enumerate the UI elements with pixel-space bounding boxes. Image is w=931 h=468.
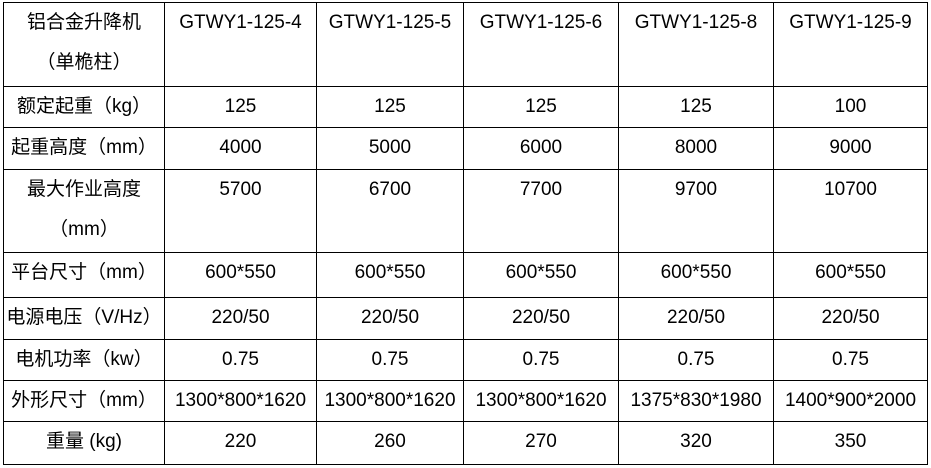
spec-label-weight: 重量 (kg) xyxy=(3,421,165,465)
table-row-platform-size: 平台尺寸（mm） 600*550 600*550 600*550 600*550… xyxy=(3,252,928,298)
spec-value-cell: 1300*800*1620 xyxy=(463,380,619,422)
model-header-cell: GTWY1-125-4 xyxy=(164,2,317,87)
spec-value-cell: 125 xyxy=(164,86,317,128)
spec-value-cell: 5700 xyxy=(164,169,317,253)
spec-label-lifting-height: 起重高度（mm） xyxy=(3,127,165,170)
spec-value-cell: 600*550 xyxy=(316,252,464,298)
spec-value-cell: 125 xyxy=(463,86,619,128)
table-row-power-voltage: 电源电压（V/Hz） 220/50 220/50 220/50 220/50 2… xyxy=(3,297,928,340)
spec-value-cell: 350 xyxy=(773,421,928,465)
model-header-cell: GTWY1-125-9 xyxy=(773,2,928,87)
table-row-max-working-height: 最大作业高度 （mm） 5700 6700 7700 9700 10700 xyxy=(3,169,928,253)
spec-label-overall-dimensions: 外形尺寸（mm） xyxy=(3,380,165,422)
spec-value-cell: 6700 xyxy=(316,169,464,253)
spec-value-cell: 0.75 xyxy=(164,339,317,381)
spec-value-cell: 100 xyxy=(773,86,928,128)
spec-value-cell: 0.75 xyxy=(316,339,464,381)
spec-value-cell: 0.75 xyxy=(618,339,774,381)
spec-value-cell: 8000 xyxy=(618,127,774,170)
spec-label-motor-power: 电机功率（kw） xyxy=(3,339,165,381)
table-row-weight: 重量 (kg) 220 260 270 320 350 xyxy=(3,421,928,465)
spec-value-cell: 600*550 xyxy=(618,252,774,298)
spec-value-cell: 320 xyxy=(618,421,774,465)
table-row-motor-power: 电机功率（kw） 0.75 0.75 0.75 0.75 0.75 xyxy=(3,339,928,381)
spec-value-cell: 600*550 xyxy=(463,252,619,298)
spec-value-cell: 220/50 xyxy=(618,297,774,340)
spec-value-cell: 0.75 xyxy=(463,339,619,381)
spec-value-cell: 7700 xyxy=(463,169,619,253)
spec-label-power-voltage: 电源电压（V/Hz） xyxy=(3,297,165,340)
spec-value-cell: 600*550 xyxy=(773,252,928,298)
spec-value-cell: 1400*900*2000 xyxy=(773,380,928,422)
spec-label-rated-load: 额定起重（kg） xyxy=(3,86,165,128)
spec-value-cell: 270 xyxy=(463,421,619,465)
spec-value-cell: 5000 xyxy=(316,127,464,170)
spec-value-cell: 220/50 xyxy=(164,297,317,340)
spec-value-cell: 9700 xyxy=(618,169,774,253)
spec-value-cell: 220/50 xyxy=(463,297,619,340)
table-row-overall-dimensions: 外形尺寸（mm） 1300*800*1620 1300*800*1620 130… xyxy=(3,380,928,422)
spec-value-cell: 9000 xyxy=(773,127,928,170)
spec-table: 铝合金升降机 （单桅柱） GTWY1-125-4 GTWY1-125-5 GTW… xyxy=(3,2,928,465)
spec-value-cell: 1300*800*1620 xyxy=(316,380,464,422)
spec-value-cell: 6000 xyxy=(463,127,619,170)
spec-value-cell: 125 xyxy=(618,86,774,128)
spec-value-cell: 260 xyxy=(316,421,464,465)
spec-value-cell: 10700 xyxy=(773,169,928,253)
table-row-header: 铝合金升降机 （单桅柱） GTWY1-125-4 GTWY1-125-5 GTW… xyxy=(3,2,928,87)
spec-value-cell: 4000 xyxy=(164,127,317,170)
model-header-cell: GTWY1-125-6 xyxy=(463,2,619,87)
spec-value-cell: 1375*830*1980 xyxy=(618,380,774,422)
spec-value-cell: 0.75 xyxy=(773,339,928,381)
model-header-cell: GTWY1-125-5 xyxy=(316,2,464,87)
spec-value-cell: 125 xyxy=(316,86,464,128)
spec-value-cell: 220/50 xyxy=(773,297,928,340)
spec-value-cell: 220 xyxy=(164,421,317,465)
product-name-cell: 铝合金升降机 （单桅柱） xyxy=(3,2,165,87)
spec-value-cell: 600*550 xyxy=(164,252,317,298)
spec-value-cell: 220/50 xyxy=(316,297,464,340)
spec-label-platform-size: 平台尺寸（mm） xyxy=(3,252,165,298)
table-row-lifting-height: 起重高度（mm） 4000 5000 6000 8000 9000 xyxy=(3,127,928,170)
model-header-cell: GTWY1-125-8 xyxy=(618,2,774,87)
table-row-rated-load: 额定起重（kg） 125 125 125 125 100 xyxy=(3,86,928,128)
spec-label-max-working-height: 最大作业高度 （mm） xyxy=(3,169,165,253)
spec-value-cell: 1300*800*1620 xyxy=(164,380,317,422)
